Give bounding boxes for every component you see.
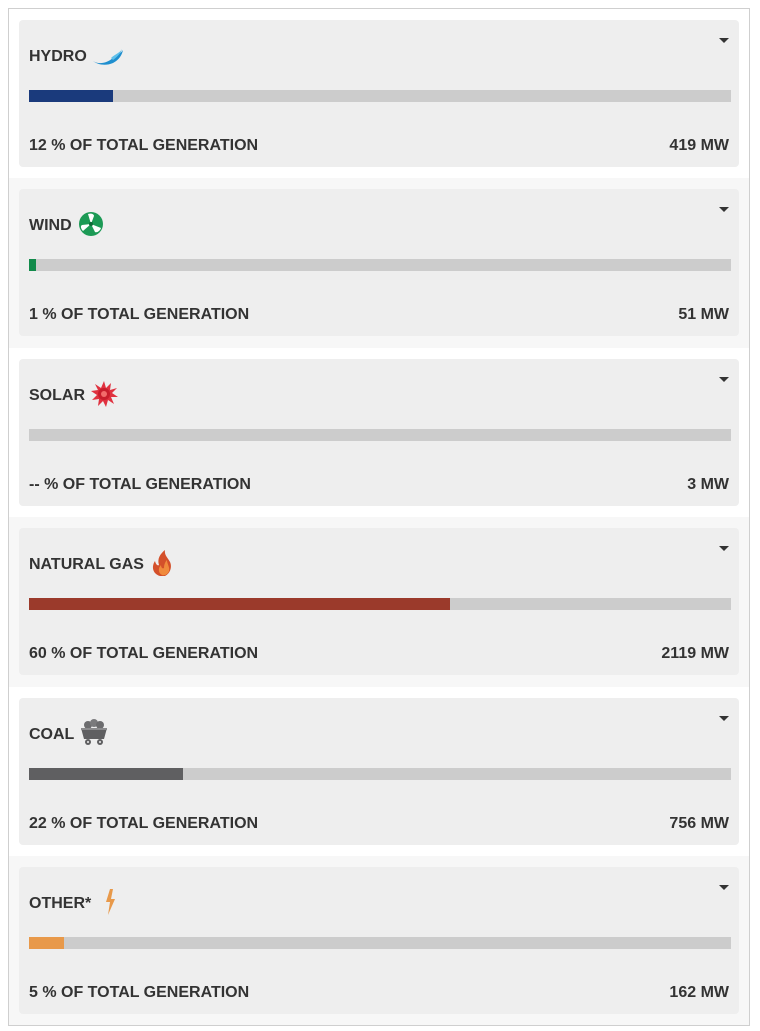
source-card[interactable]: WIND 1 % OF TOTAL GENERATION 51 MW xyxy=(19,189,739,336)
output-mw: 162 MW xyxy=(669,984,729,1001)
source-name: OTHER* xyxy=(29,895,92,912)
output-mw: 756 MW xyxy=(669,815,729,832)
source-title: OTHER* xyxy=(29,888,129,918)
source-card[interactable]: COAL 22 % OF TOT xyxy=(19,698,739,845)
source-row-coal: COAL 22 % OF TOT xyxy=(9,687,749,856)
output-mw: 2119 MW xyxy=(661,645,729,662)
source-title: NATURAL GAS xyxy=(29,549,182,579)
sun-icon xyxy=(89,380,123,408)
share-percent: 1 % OF TOTAL GENERATION xyxy=(29,306,250,323)
share-bar-fill xyxy=(29,937,65,949)
source-name: SOLAR xyxy=(29,387,85,404)
share-bar-fill xyxy=(29,768,184,780)
generation-mix-panel: HYDRO 12 % OF TOTAL GENERATION 419 MW WI… xyxy=(8,8,750,1026)
output-mw: 419 MW xyxy=(669,137,729,154)
share-percent: -- % OF TOTAL GENERATION xyxy=(29,476,251,493)
share-bar-fill xyxy=(29,598,451,610)
share-bar-fill xyxy=(29,90,114,102)
share-bar xyxy=(29,937,731,949)
source-card[interactable]: HYDRO 12 % OF TOTAL GENERATION 419 MW xyxy=(19,20,739,167)
share-bar xyxy=(29,259,731,271)
source-name: COAL xyxy=(29,726,75,743)
source-card[interactable]: SOLAR -- % OF TOTAL GENERATION 3 MW xyxy=(19,359,739,506)
output-mw: 51 MW xyxy=(678,306,729,323)
share-bar xyxy=(29,598,731,610)
share-bar-fill xyxy=(29,259,37,271)
source-row-hydro: HYDRO 12 % OF TOTAL GENERATION 419 MW xyxy=(9,9,749,178)
source-row-solar: SOLAR -- % OF TOTAL GENERATION 3 MW xyxy=(9,348,749,517)
flame-icon xyxy=(148,549,182,577)
source-name: WIND xyxy=(29,217,72,234)
expand-caret-icon[interactable] xyxy=(719,546,729,551)
source-name: NATURAL GAS xyxy=(29,556,144,573)
wind-turbine-icon xyxy=(76,210,110,238)
output-mw: 3 MW xyxy=(687,476,729,493)
source-card[interactable]: NATURAL GAS 60 % OF TOTAL GENERATION 211… xyxy=(19,528,739,675)
share-bar xyxy=(29,90,731,102)
share-bar xyxy=(29,429,731,441)
source-title: SOLAR xyxy=(29,380,123,410)
expand-caret-icon[interactable] xyxy=(719,207,729,212)
expand-caret-icon[interactable] xyxy=(719,377,729,382)
source-name: HYDRO xyxy=(29,48,87,65)
share-percent: 5 % OF TOTAL GENERATION xyxy=(29,984,250,1001)
coal-cart-icon xyxy=(78,719,112,747)
source-row-wind: WIND 1 % OF TOTAL GENERATION 51 MW xyxy=(9,178,749,348)
share-percent: 12 % OF TOTAL GENERATION xyxy=(29,137,259,154)
source-title: COAL xyxy=(29,719,112,749)
share-bar xyxy=(29,768,731,780)
source-row-other: OTHER* 5 % OF TOTAL GENERATION 162 MW xyxy=(9,856,749,1025)
share-percent: 60 % OF TOTAL GENERATION xyxy=(29,645,259,662)
source-row-natural-gas: NATURAL GAS 60 % OF TOTAL GENERATION 211… xyxy=(9,517,749,687)
expand-caret-icon[interactable] xyxy=(719,885,729,890)
source-card[interactable]: OTHER* 5 % OF TOTAL GENERATION 162 MW xyxy=(19,867,739,1014)
source-title: HYDRO xyxy=(29,43,125,71)
expand-caret-icon[interactable] xyxy=(719,716,729,721)
source-title: WIND xyxy=(29,212,110,240)
lightning-bolt-icon xyxy=(95,888,129,916)
share-percent: 22 % OF TOTAL GENERATION xyxy=(29,815,259,832)
hydro-wave-icon xyxy=(91,41,125,69)
expand-caret-icon[interactable] xyxy=(719,38,729,43)
